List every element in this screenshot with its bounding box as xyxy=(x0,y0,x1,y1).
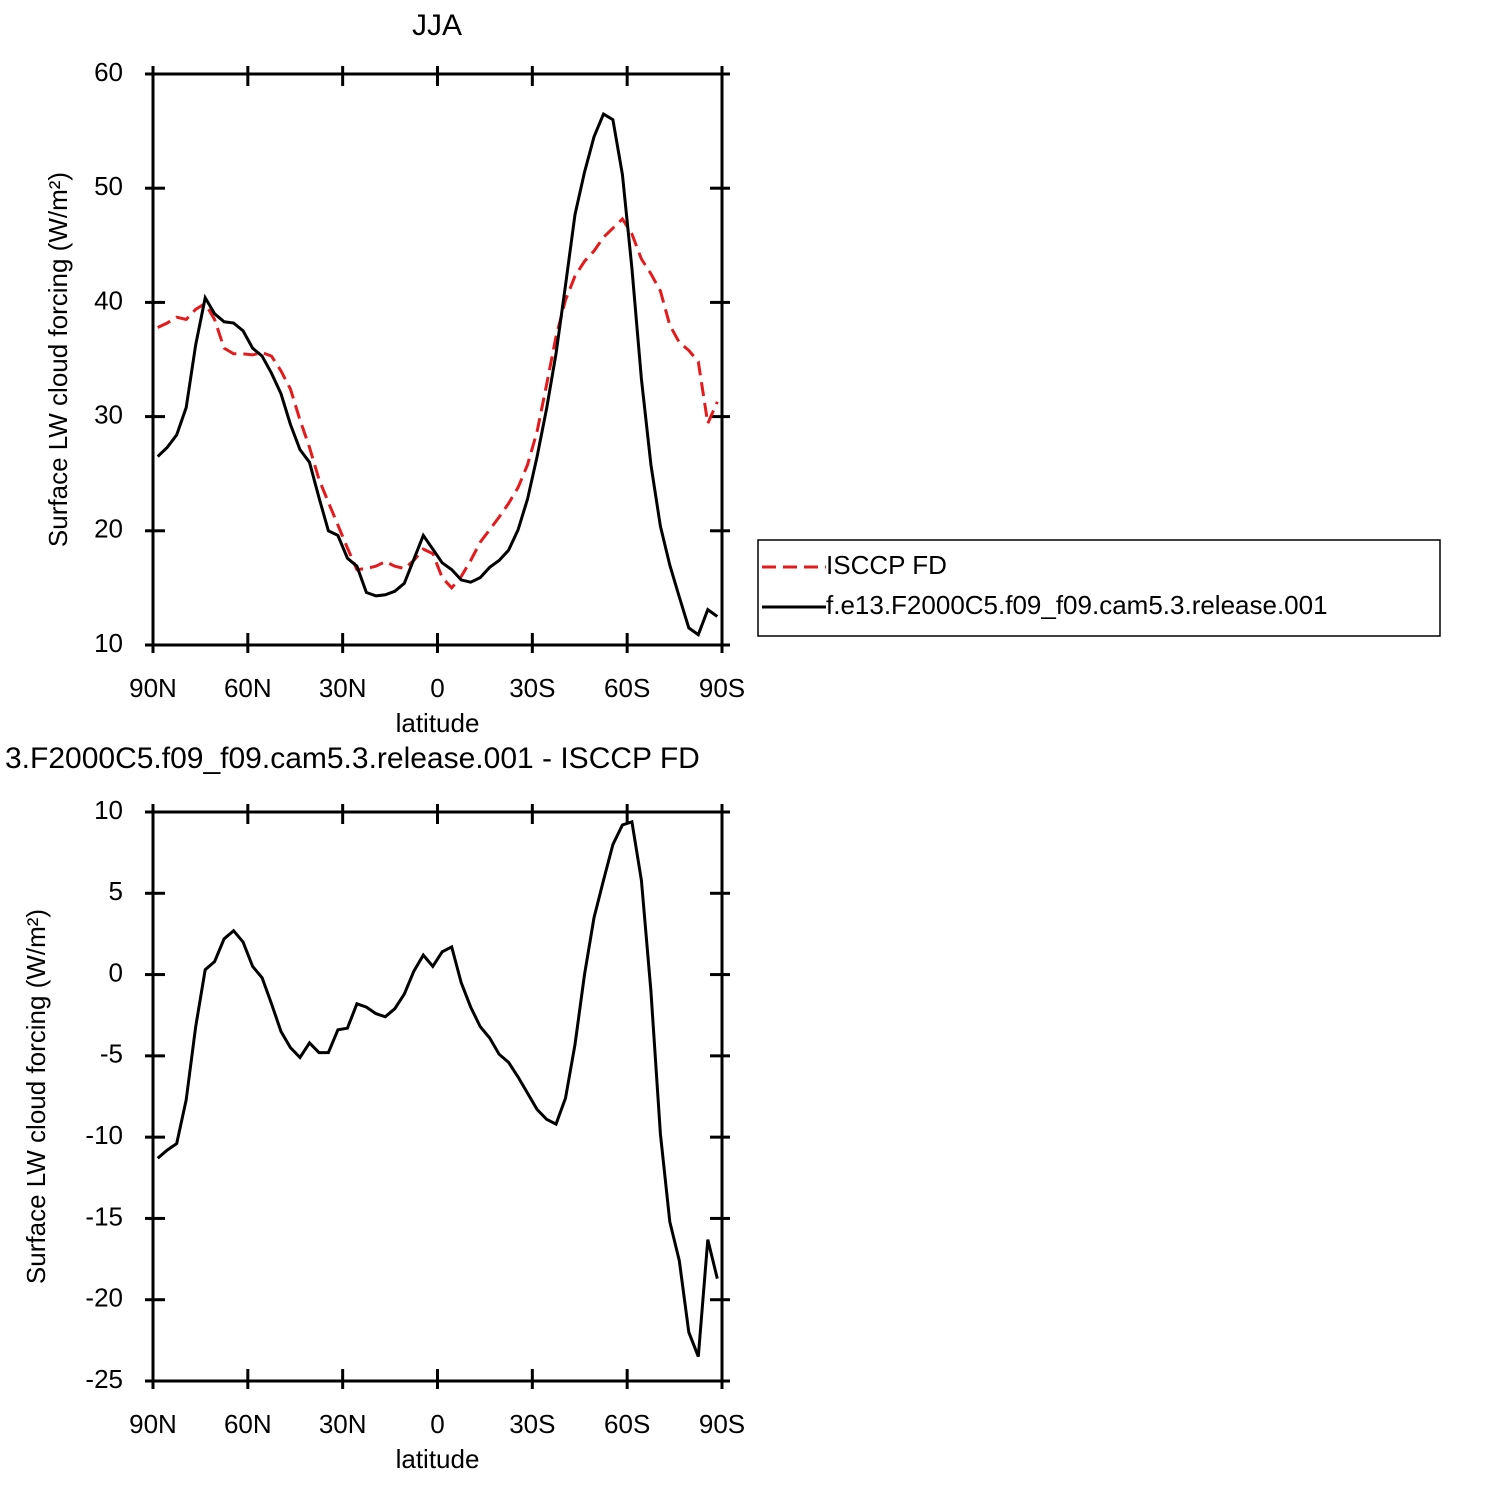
plot-frame xyxy=(151,810,724,1383)
y-tick-label: -15 xyxy=(85,1201,123,1231)
y-tick-label: 5 xyxy=(109,876,123,906)
x-tick-label: 30S xyxy=(509,1409,555,1439)
y-axis-label: Surface LW cloud forcing (W/m²) xyxy=(21,909,51,1284)
x-tick-label: 30N xyxy=(319,1409,367,1439)
y-tick-label: -25 xyxy=(85,1364,123,1394)
x-tick-label: 90N xyxy=(129,673,177,703)
legend-box xyxy=(757,539,1441,637)
x-tick-label: 60S xyxy=(604,1409,650,1439)
x-tick-label: 60N xyxy=(224,1409,272,1439)
legend-label: f.e13.F2000C5.f09_f09.cam5.3.release.001 xyxy=(826,590,1328,620)
x-tick-label: 90N xyxy=(129,1409,177,1439)
x-tick-label: 90S xyxy=(699,1409,745,1439)
legend-label: ISCCP FD xyxy=(826,550,947,580)
x-tick-label: 0 xyxy=(430,1409,444,1439)
y-tick-label: 10 xyxy=(94,628,123,658)
y-tick-label: 40 xyxy=(94,285,123,315)
x-tick-label: 30N xyxy=(319,673,367,703)
y-tick-label: 30 xyxy=(94,399,123,429)
data-line xyxy=(156,111,719,638)
y-tick-label: 50 xyxy=(94,171,123,201)
data-line xyxy=(156,819,719,1358)
y-axis-label: Surface LW cloud forcing (W/m²) xyxy=(43,172,73,547)
x-axis-label: latitude xyxy=(396,1444,480,1474)
y-tick-label: -10 xyxy=(85,1120,123,1150)
y-tick-label: 60 xyxy=(94,57,123,87)
plot-frame xyxy=(151,72,724,647)
x-tick-label: 60N xyxy=(224,673,272,703)
x-tick-label: 0 xyxy=(430,673,444,703)
y-tick-label: -5 xyxy=(100,1039,123,1069)
x-axis-label: latitude xyxy=(396,708,480,738)
y-tick-label: 10 xyxy=(94,795,123,825)
y-tick-label: -20 xyxy=(85,1283,123,1313)
data-line xyxy=(157,216,719,591)
x-tick-label: 30S xyxy=(509,673,555,703)
y-tick-label: 20 xyxy=(94,514,123,544)
x-tick-label: 90S xyxy=(699,673,745,703)
y-tick-label: 0 xyxy=(109,957,123,987)
chart-title: JJA xyxy=(412,9,462,42)
chart-title: 3.F2000C5.f09_f09.cam5.3.release.001 - I… xyxy=(5,742,700,775)
x-tick-label: 60S xyxy=(604,673,650,703)
